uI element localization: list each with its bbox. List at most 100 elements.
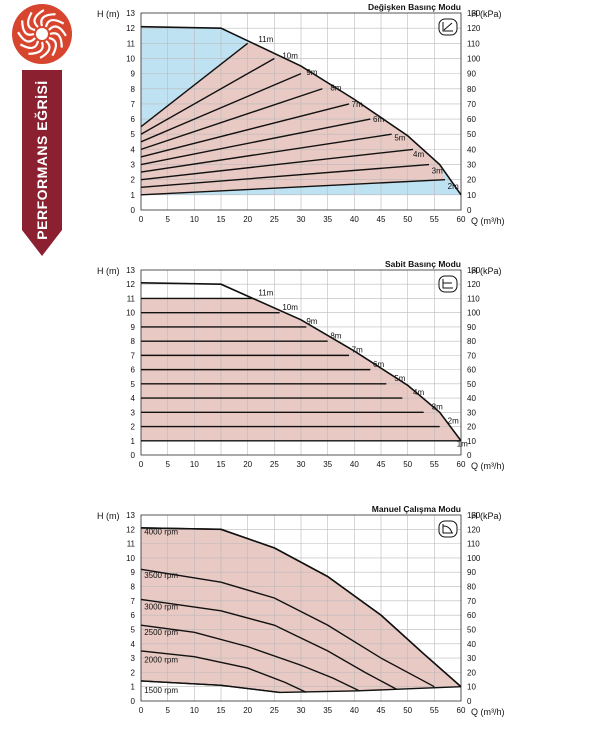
x-tick-label: 5	[165, 460, 170, 469]
x-tick-label: 30	[297, 215, 306, 224]
y-right-tick-label: 120	[467, 280, 481, 289]
y-right-axis-label: H (kPa)	[471, 511, 502, 521]
y-right-tick-label: 80	[467, 85, 476, 94]
y-right-tick-label: 50	[467, 625, 476, 634]
x-tick-label: 40	[350, 706, 359, 715]
y-right-tick-label: 10	[467, 683, 476, 692]
y-axis-label: H (m)	[97, 511, 120, 521]
y-tick-label: 11	[127, 540, 136, 549]
y-right-tick-label: 110	[467, 540, 480, 549]
series-label: 5m	[394, 133, 405, 142]
x-tick-label: 0	[139, 460, 144, 469]
chart-title: Değişken Basınç Modu	[368, 2, 461, 12]
series-label: 3m	[432, 402, 443, 411]
y-right-tick-label: 50	[467, 130, 476, 139]
y-tick-label: 3	[131, 408, 136, 417]
y-right-tick-label: 130	[467, 9, 481, 18]
logo-swirl	[17, 31, 36, 43]
x-tick-label: 0	[139, 215, 144, 224]
y-right-tick-label: 110	[467, 294, 480, 303]
series-label: 3500 rpm	[144, 571, 178, 580]
y-tick-label: 10	[126, 554, 135, 563]
series-label: 8m	[330, 331, 341, 340]
plot-frame	[140, 514, 462, 702]
series-label: 1500 rpm	[144, 686, 178, 695]
y-tick-label: 1	[131, 683, 136, 692]
logo-swirl	[21, 20, 35, 36]
y-tick-label: 10	[126, 54, 135, 63]
y-tick-label: 5	[131, 130, 136, 139]
y-tick-label: 6	[131, 611, 136, 620]
logo-swirl	[48, 25, 67, 37]
icon-curve	[443, 22, 453, 31]
y-right-axis-label: H (kPa)	[471, 9, 502, 19]
x-tick-label: 0	[139, 706, 144, 715]
series-label: 7m	[352, 346, 363, 355]
series-line	[140, 133, 392, 173]
logo-swirl	[19, 40, 40, 50]
series-label: 2500 rpm	[144, 628, 178, 637]
y-right-tick-label: 40	[467, 640, 476, 649]
y-tick-label: 11	[127, 294, 136, 303]
x-tick-label: 10	[190, 215, 199, 224]
y-right-tick-label: 90	[467, 323, 476, 332]
y-right-tick-label: 130	[467, 511, 481, 520]
x-tick-label: 15	[217, 460, 226, 469]
y-right-tick-label: 50	[467, 380, 476, 389]
x-tick-label: 20	[243, 215, 252, 224]
y-right-tick-label: 110	[467, 39, 480, 48]
y-right-tick-label: 100	[467, 54, 481, 63]
logo-swirl	[44, 18, 65, 28]
x-tick-label: 60	[457, 460, 466, 469]
manual-mode-icon	[438, 520, 458, 538]
x-tick-label: 55	[430, 460, 439, 469]
y-tick-label: 12	[126, 24, 135, 33]
x-tick-label: 5	[165, 706, 170, 715]
series-label: 2m	[448, 417, 459, 426]
y-tick-label: 0	[131, 206, 136, 215]
y-right-tick-label: 90	[467, 70, 476, 79]
y-tick-label: 6	[131, 366, 136, 375]
series-label: 9m	[306, 317, 317, 326]
y-tick-label: 10	[126, 309, 135, 318]
x-tick-label: 10	[190, 460, 199, 469]
series-label: 6m	[373, 360, 384, 369]
x-tick-label: 25	[270, 706, 279, 715]
y-right-tick-label: 90	[467, 568, 476, 577]
series-line	[140, 178, 446, 196]
icon-axes	[442, 22, 453, 32]
y-right-tick-label: 70	[467, 597, 476, 606]
y-right-tick-label: 100	[467, 309, 481, 318]
icon-axes	[442, 524, 453, 534]
logo-swirl	[39, 40, 51, 59]
y-right-tick-label: 60	[467, 366, 476, 375]
y-tick-label: 4	[131, 640, 136, 649]
side-label: PERFORMANS EĞRİSİ	[34, 80, 50, 240]
y-tick-label: 0	[131, 451, 136, 460]
y-tick-label: 1	[131, 437, 136, 446]
chart-title: Manuel Çalışma Modu	[372, 504, 461, 514]
y-right-tick-label: 20	[467, 423, 476, 432]
series-label: 7m	[352, 100, 363, 109]
series-line	[140, 57, 275, 135]
logo-swirl	[49, 32, 63, 48]
series-label: 8m	[330, 83, 341, 92]
y-right-tick-label: 130	[467, 266, 481, 275]
chart-svg: 4000 rpm 3500 rpm 3000 rpm 2500 rpm 2000 rpm…	[97, 504, 505, 717]
y-right-tick-label: 70	[467, 100, 476, 109]
y-tick-label: 7	[131, 597, 136, 606]
y-tick-label: 5	[131, 625, 136, 634]
logo-swirl	[33, 9, 45, 28]
y-right-tick-label: 10	[467, 437, 476, 446]
x-tick-label: 15	[217, 706, 226, 715]
y-right-axis-label: H (kPa)	[471, 266, 502, 276]
icon-frame	[438, 275, 458, 293]
y-tick-label: 6	[131, 115, 136, 124]
x-tick-label: 55	[430, 215, 439, 224]
series-label: 11m	[258, 35, 273, 44]
y-right-tick-label: 40	[467, 145, 476, 154]
variable-pressure-icon	[438, 18, 458, 36]
x-tick-label: 45	[377, 460, 386, 469]
y-right-tick-label: 0	[467, 697, 472, 706]
